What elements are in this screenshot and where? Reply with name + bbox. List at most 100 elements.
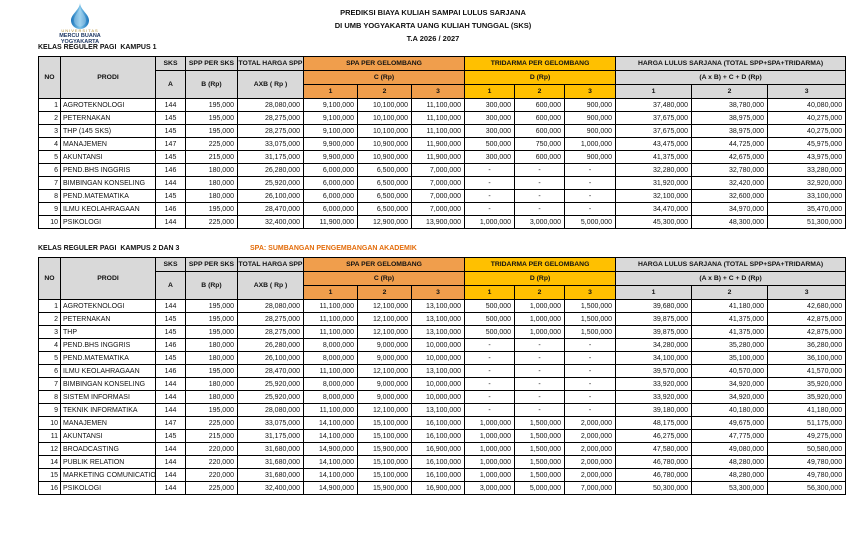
cell-spp: 220,000 [185, 442, 238, 456]
cell-no: 9 [38, 202, 61, 216]
cell-tridarma-1: - [464, 189, 516, 203]
cell-total: 28,080,000 [237, 403, 304, 417]
cell-tridarma-3: 1,500,000 [564, 325, 617, 339]
cell-tridarma-2: 600,000 [514, 150, 566, 164]
table-row: 6 PEND.BHS INGGRIS 146 180,000 26,280,000 6,0… [38, 163, 847, 177]
col-tridarma-wave-1: 1 [464, 84, 516, 99]
cell-total: 28,080,000 [237, 299, 304, 313]
cell-harga-2: 44,725,000 [691, 137, 769, 151]
table-row: 9 ILMU KEOLAHRAGAAN 146 195,000 28,470,000 6,… [38, 202, 847, 216]
cell-harga-1: 33,920,000 [615, 390, 693, 404]
cell-spa-2: 15,100,000 [357, 416, 412, 430]
cell-prodi: PEND.BHS INGGRIS [60, 338, 156, 352]
cell-harga-3: 35,920,000 [767, 390, 847, 404]
cell-no: 1 [38, 98, 61, 112]
cell-harga-3: 40,275,000 [767, 111, 847, 125]
cell-harga-1: 37,480,000 [615, 98, 693, 112]
cell-harga-2: 32,780,000 [691, 163, 769, 177]
cell-spa-2: 10,100,000 [357, 98, 412, 112]
cell-harga-2: 34,920,000 [691, 377, 769, 391]
cell-sks: 145 [155, 429, 186, 443]
cell-prodi: TEKNIK INFORMATIKA [60, 403, 156, 417]
cell-harga-3: 41,570,000 [767, 364, 847, 378]
cell-harga-3: 36,100,000 [767, 351, 847, 365]
cell-tridarma-1: 1,000,000 [464, 468, 516, 482]
cell-harga-3: 42,875,000 [767, 325, 847, 339]
cell-harga-1: 34,280,000 [615, 338, 693, 352]
cell-tridarma-3: - [564, 364, 617, 378]
umby-logo: UNIVERSITAS MERCU BUANA YOGYAKARTA [56, 3, 104, 45]
table-row: 2 PETERNAKAN 145 195,000 28,275,000 9,100,000… [38, 111, 847, 125]
section-title-kampus-1: KELAS REGULER PAGI KAMPUS 1 [38, 44, 157, 51]
col-total-sub: AXB ( Rp ) [237, 271, 304, 300]
cell-harga-2: 32,420,000 [691, 176, 769, 190]
table-row: 3 THP (145 SKS) 145 195,000 28,275,000 9,100,… [38, 124, 847, 138]
cell-spa-2: 15,900,000 [357, 442, 412, 456]
cell-harga-3: 49,780,000 [767, 455, 847, 469]
table-row: 2 PETERNAKAN 145 195,000 28,275,000 11,100,00… [38, 312, 847, 326]
cell-harga-2: 40,180,000 [691, 403, 769, 417]
col-spa-sub: C (Rp) [302, 271, 466, 286]
cell-harga-3: 32,920,000 [767, 176, 847, 190]
cell-harga-2: 48,280,000 [691, 468, 769, 482]
table-row: 9 TEKNIK INFORMATIKA 144 195,000 28,080,000 1… [38, 403, 847, 417]
cell-harga-2: 40,570,000 [691, 364, 769, 378]
cell-spp: 195,000 [185, 98, 238, 112]
cell-spp: 195,000 [185, 364, 238, 378]
cell-tridarma-2: - [514, 189, 566, 203]
cell-spa-1: 14,900,000 [303, 442, 358, 456]
cell-no: 9 [38, 403, 61, 417]
cell-tridarma-1: 1,000,000 [464, 215, 516, 229]
cell-spa-3: 7,000,000 [410, 163, 466, 177]
cell-tridarma-2: 600,000 [514, 111, 566, 125]
cell-tridarma-3: 1,500,000 [564, 299, 617, 313]
cell-total: 32,400,000 [237, 215, 304, 229]
cell-spa-1: 11,100,000 [303, 325, 358, 339]
cell-tridarma-2: 750,000 [514, 137, 566, 151]
cell-tridarma-3: - [564, 338, 617, 352]
cell-tridarma-1: 1,000,000 [464, 455, 516, 469]
cell-total: 32,400,000 [237, 481, 304, 495]
col-group-spa: SPA PER GELOMBANG [302, 257, 466, 272]
cell-total: 31,680,000 [237, 468, 304, 482]
cell-spa-2: 12,100,000 [357, 325, 412, 339]
cell-harga-1: 32,280,000 [615, 163, 693, 177]
table-row: 5 AKUNTANSI 145 215,000 31,175,000 9,900,000 1… [38, 150, 847, 164]
cell-spa-2: 10,900,000 [357, 150, 412, 164]
cell-spa-1: 11,100,000 [303, 403, 358, 417]
cell-total: 28,470,000 [237, 202, 304, 216]
cell-tridarma-2: 600,000 [514, 124, 566, 138]
cell-spa-1: 6,000,000 [303, 163, 358, 177]
cell-tridarma-1: 500,000 [464, 299, 516, 313]
col-group-spa: SPA PER GELOMBANG [302, 56, 466, 71]
cell-total: 31,175,000 [237, 429, 304, 443]
title-line-3: T.A 2026 / 2027 [406, 34, 460, 43]
tables-area: KELAS REGULER PAGI KAMPUS 1 NO PRODI SKS SP… [38, 44, 847, 495]
cell-spa-2: 9,000,000 [357, 338, 412, 352]
cell-spa-3: 13,100,000 [410, 364, 466, 378]
cell-spa-3: 11,100,000 [410, 98, 466, 112]
col-tridarma-wave-2: 2 [514, 285, 566, 300]
cell-tridarma-3: 1,500,000 [564, 312, 617, 326]
cell-spp: 195,000 [185, 312, 238, 326]
document-title-block: PREDIKSI BIAYA KULIAH SAMPAI LULUS SARJA… [38, 6, 828, 45]
col-spa-wave-2: 2 [357, 84, 412, 99]
cell-tridarma-2: - [514, 338, 566, 352]
title-line-1: PREDIKSI BIAYA KULIAH SAMPAI LULUS SARJA… [340, 8, 526, 17]
cell-tridarma-1: - [464, 176, 516, 190]
cell-tridarma-1: 500,000 [464, 325, 516, 339]
cell-no: 4 [38, 338, 61, 352]
logo-text-yogyakarta: YOGYAKARTA [60, 39, 100, 45]
cell-harga-3: 41,180,000 [767, 403, 847, 417]
cell-prodi: PEND.MATEMATIKA [60, 189, 156, 203]
cell-spa-1: 14,100,000 [303, 455, 358, 469]
cell-prodi: SISTEM INFORMASI [60, 390, 156, 404]
cell-spa-2: 15,100,000 [357, 468, 412, 482]
cell-harga-1: 34,470,000 [615, 202, 693, 216]
cell-spp: 180,000 [185, 163, 238, 177]
cell-harga-3: 35,470,000 [767, 202, 847, 216]
cell-prodi: PSIKOLOGI [60, 481, 156, 495]
cell-no: 15 [38, 468, 61, 482]
cell-tridarma-3: 7,000,000 [564, 481, 617, 495]
